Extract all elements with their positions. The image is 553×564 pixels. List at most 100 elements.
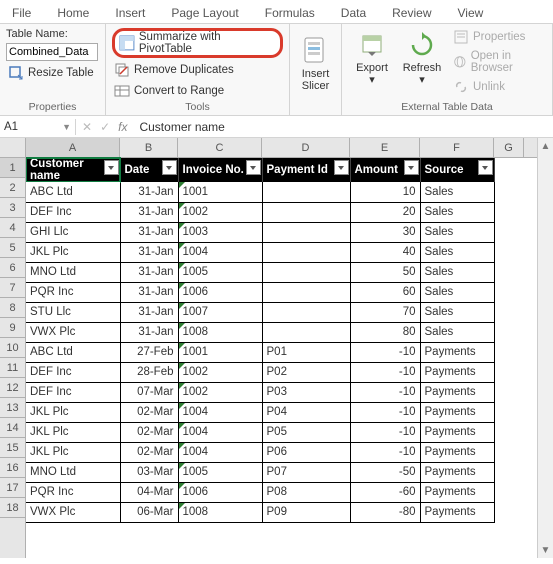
table-cell[interactable]: 1008: [178, 502, 262, 522]
table-cell[interactable]: -10: [350, 402, 420, 422]
table-cell[interactable]: 31-Jan: [120, 202, 178, 222]
table-header[interactable]: Amount: [350, 158, 420, 182]
table-header[interactable]: Customer name: [26, 158, 120, 182]
table-cell[interactable]: [262, 222, 350, 242]
column-header-A[interactable]: A: [26, 138, 120, 157]
tab-data[interactable]: Data: [337, 4, 370, 23]
tab-file[interactable]: File: [8, 4, 35, 23]
table-cell[interactable]: VWX Plc: [26, 502, 120, 522]
table-cell[interactable]: P03: [262, 382, 350, 402]
tab-formulas[interactable]: Formulas: [261, 4, 319, 23]
table-cell[interactable]: -10: [350, 422, 420, 442]
table-cell[interactable]: 1002: [178, 362, 262, 382]
table-cell[interactable]: 07-Mar: [120, 382, 178, 402]
export-button[interactable]: Export▾: [348, 28, 396, 100]
row-header[interactable]: 4: [0, 218, 25, 238]
table-header[interactable]: Source: [420, 158, 494, 182]
table-cell[interactable]: 1007: [178, 302, 262, 322]
name-box[interactable]: A1 ▼: [0, 119, 76, 135]
table-cell[interactable]: Payments: [420, 382, 494, 402]
unlink-button[interactable]: Unlink: [451, 78, 546, 96]
insert-slicer-button[interactable]: InsertSlicer: [292, 34, 340, 94]
table-cell[interactable]: -10: [350, 442, 420, 462]
column-header-D[interactable]: D: [262, 138, 350, 157]
table-cell[interactable]: P04: [262, 402, 350, 422]
table-cell[interactable]: GHI Llc: [26, 222, 120, 242]
table-cell[interactable]: 31-Jan: [120, 282, 178, 302]
table-cell[interactable]: 31-Jan: [120, 222, 178, 242]
open-in-browser-button[interactable]: Open in Browser: [451, 49, 546, 75]
table-name-input[interactable]: [6, 43, 98, 61]
table-cell[interactable]: JKL Plc: [26, 422, 120, 442]
table-cell[interactable]: 1003: [178, 222, 262, 242]
row-header[interactable]: 2: [0, 178, 25, 198]
table-cell[interactable]: [262, 302, 350, 322]
tab-view[interactable]: View: [454, 4, 488, 23]
scroll-up-button[interactable]: ▲: [538, 138, 553, 154]
table-header[interactable]: Payment Id: [262, 158, 350, 182]
table-cell[interactable]: 31-Jan: [120, 302, 178, 322]
table-cell[interactable]: 03-Mar: [120, 462, 178, 482]
row-header[interactable]: 13: [0, 398, 25, 418]
row-header[interactable]: 15: [0, 438, 25, 458]
remove-duplicates-button[interactable]: Remove Duplicates: [112, 61, 283, 79]
table-cell[interactable]: Sales: [420, 282, 494, 302]
filter-dropdown-icon[interactable]: [478, 160, 493, 175]
table-cell[interactable]: 1005: [178, 262, 262, 282]
table-cell[interactable]: P02: [262, 362, 350, 382]
table-cell[interactable]: Sales: [420, 182, 494, 202]
table-cell[interactable]: 1004: [178, 402, 262, 422]
table-cell[interactable]: Payments: [420, 482, 494, 502]
fx-icon[interactable]: fx: [118, 120, 127, 134]
filter-dropdown-icon[interactable]: [334, 160, 349, 175]
table-cell[interactable]: JKL Plc: [26, 442, 120, 462]
enter-icon[interactable]: ✓: [100, 120, 110, 134]
table-cell[interactable]: 31-Jan: [120, 182, 178, 202]
table-cell[interactable]: [262, 282, 350, 302]
table-cell[interactable]: Sales: [420, 222, 494, 242]
tab-insert[interactable]: Insert: [111, 4, 149, 23]
select-all-corner[interactable]: [0, 138, 25, 158]
table-cell[interactable]: Sales: [420, 202, 494, 222]
tab-page-layout[interactable]: Page Layout: [167, 4, 242, 23]
table-cell[interactable]: 1002: [178, 202, 262, 222]
summarize-pivottable-button[interactable]: Summarize with PivotTable: [112, 28, 283, 58]
table-cell[interactable]: [262, 322, 350, 342]
column-header-F[interactable]: F: [420, 138, 494, 157]
table-cell[interactable]: Payments: [420, 402, 494, 422]
row-header[interactable]: 17: [0, 478, 25, 498]
cancel-icon[interactable]: ✕: [82, 120, 92, 134]
table-cell[interactable]: PQR Inc: [26, 482, 120, 502]
formula-content[interactable]: Customer name: [133, 120, 230, 134]
table-cell[interactable]: -80: [350, 502, 420, 522]
refresh-button[interactable]: Refresh▾: [398, 28, 446, 100]
ext-properties-button[interactable]: Properties: [451, 28, 546, 46]
table-cell[interactable]: Payments: [420, 342, 494, 362]
row-header[interactable]: 14: [0, 418, 25, 438]
table-cell[interactable]: Sales: [420, 322, 494, 342]
table-cell[interactable]: [262, 242, 350, 262]
table-cell[interactable]: P06: [262, 442, 350, 462]
table-cell[interactable]: 80: [350, 322, 420, 342]
column-header-B[interactable]: B: [120, 138, 178, 157]
table-cell[interactable]: Payments: [420, 462, 494, 482]
table-cell[interactable]: DEF Inc: [26, 362, 120, 382]
column-header-E[interactable]: E: [350, 138, 420, 157]
row-header[interactable]: 8: [0, 298, 25, 318]
table-cell[interactable]: PQR Inc: [26, 282, 120, 302]
table-cell[interactable]: 30: [350, 222, 420, 242]
vertical-scrollbar[interactable]: ▲ ▼: [537, 138, 553, 558]
table-cell[interactable]: 1006: [178, 282, 262, 302]
row-header[interactable]: 12: [0, 378, 25, 398]
table-cell[interactable]: P05: [262, 422, 350, 442]
table-cell[interactable]: Payments: [420, 362, 494, 382]
table-cell[interactable]: -60: [350, 482, 420, 502]
table-cell[interactable]: P09: [262, 502, 350, 522]
row-header[interactable]: 11: [0, 358, 25, 378]
table-cell[interactable]: 70: [350, 302, 420, 322]
table-cell[interactable]: -10: [350, 362, 420, 382]
table-cell[interactable]: 1004: [178, 422, 262, 442]
table-header[interactable]: Invoice No.: [178, 158, 262, 182]
table-cell[interactable]: [262, 182, 350, 202]
table-cell[interactable]: 50: [350, 262, 420, 282]
